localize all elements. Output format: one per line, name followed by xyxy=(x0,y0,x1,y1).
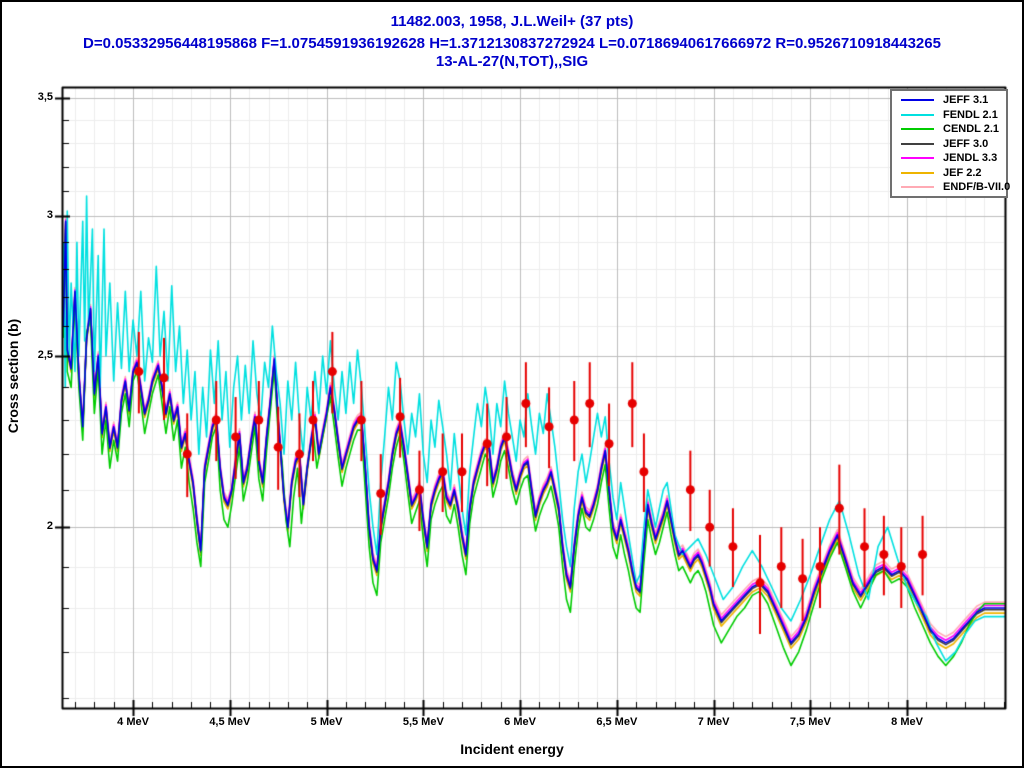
legend-label: CENDL 2.1 xyxy=(943,123,1000,135)
legend-line-swatch xyxy=(901,99,934,101)
y-tick-label-3.5: 3,5 xyxy=(37,91,53,103)
y-tick-label-2.5: 2,5 xyxy=(37,349,53,362)
legend-label: JEFF 3.1 xyxy=(943,94,989,106)
fit-statistics-line: D=0.05332956448195868 F=1.07545919361926… xyxy=(83,35,941,52)
legend-item-jeff-3-0: JEFF 3.0 xyxy=(892,137,1006,150)
legend-label: JEF 2.2 xyxy=(943,166,982,179)
legend-item-jeff-3-1: JEFF 3.1 xyxy=(892,94,1006,107)
legend-line-swatch xyxy=(901,157,934,159)
legend-label: FENDL 2.1 xyxy=(943,108,998,121)
legend-line-swatch xyxy=(901,186,934,188)
legend-label: JENDL 3.3 xyxy=(943,152,998,164)
x-tick-label-5.5: 5,5 MeV xyxy=(402,716,444,728)
legend-item-jendl-3-3: JENDL 3.3 xyxy=(892,152,1006,165)
legend-line-swatch xyxy=(901,142,934,145)
legend-label: JEFF 3.0 xyxy=(943,137,989,150)
reaction-label: 13-AL-27(N,TOT),,SIG xyxy=(435,53,589,70)
x-tick-label-4.5: 4,5 MeV xyxy=(209,716,251,728)
x-tick-label-7.5: 7,5 MeV xyxy=(789,716,831,728)
legend-line-swatch xyxy=(901,128,934,130)
x-tick-label-6.5: 6,5 MeV xyxy=(596,716,638,728)
y-axis-title: Cross section (b) xyxy=(5,318,21,434)
x-tick-label-7: 7 MeV xyxy=(697,716,730,728)
legend-box: JEFF 3.1 FENDL 2.1 CENDL 2.1 JEFF 3.0 JENDL … xyxy=(890,89,1010,198)
y-tick-label-2: 2 xyxy=(46,520,53,533)
legend-item-jef-2-2: JEF 2.2 xyxy=(892,166,1006,179)
x-tick-label-4: 4 MeV xyxy=(117,716,149,728)
x-tick-label-5: 5 MeV xyxy=(310,716,343,728)
plot-title: 11482.003, 1958, J.L.Weil+ (37 pts) xyxy=(390,13,634,30)
legend-line-swatch xyxy=(901,171,934,174)
x-tick-label-6: 6 MeV xyxy=(504,716,536,728)
x-tick-label-8: 8 MeV xyxy=(891,716,923,728)
legend-line-swatch xyxy=(901,113,934,116)
y-tick-label-3: 3 xyxy=(46,209,53,222)
x-axis-title: Incident energy xyxy=(460,741,564,757)
legend-item-fendl-2-1: FENDL 2.1 xyxy=(892,108,1006,121)
legend-item-endf-b-vii-0: ENDF/B-VII.0 xyxy=(892,181,1010,194)
legend-item-cendl-2-1: CENDL 2.1 xyxy=(892,123,1006,136)
legend-label: ENDF/B-VII.0 xyxy=(943,181,1011,193)
